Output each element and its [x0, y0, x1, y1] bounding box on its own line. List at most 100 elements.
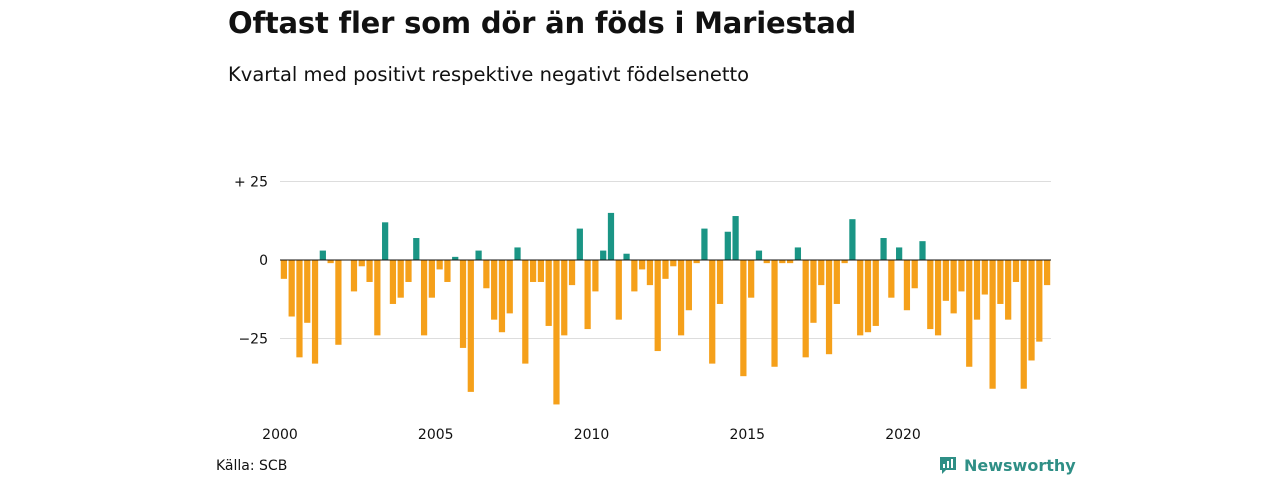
bar: [693, 260, 700, 264]
bar: [755, 250, 763, 260]
bar: [1028, 260, 1035, 361]
bar: [491, 260, 498, 320]
bar: [818, 260, 825, 286]
chart-title: Oftast fler som dör än föds i Mariestad: [228, 6, 857, 40]
bar: [857, 260, 864, 336]
bar: [981, 260, 988, 295]
bar: [833, 260, 840, 304]
bar: [997, 260, 1004, 304]
bar: [623, 253, 630, 260]
bar: [670, 260, 677, 267]
bar: [452, 256, 459, 260]
bar: [810, 260, 817, 323]
bar: [397, 260, 404, 298]
bar: [966, 260, 973, 367]
bar: [631, 260, 638, 292]
bar: [716, 260, 724, 304]
bar: [506, 260, 513, 314]
bar: [709, 260, 716, 364]
bar: [522, 260, 529, 364]
bar: [1020, 260, 1027, 389]
bar: [841, 260, 848, 264]
bar: [888, 260, 895, 298]
bar: [529, 260, 537, 282]
x-tick-label: 2015: [729, 427, 765, 443]
bar: [498, 260, 506, 333]
y-tick-label: + 25: [234, 175, 268, 191]
bar: [880, 238, 887, 260]
source-label: Källa: SCB: [216, 458, 288, 474]
bar: [934, 260, 942, 336]
bar: [553, 260, 560, 405]
bar: [685, 260, 692, 311]
y-tick-label: −25: [238, 332, 268, 348]
x-tick-label: 2005: [418, 427, 454, 443]
bar: [825, 260, 833, 355]
bar: [389, 260, 397, 304]
bar: [545, 260, 552, 326]
bar: [514, 247, 521, 260]
bar: [366, 260, 373, 282]
bar: [849, 219, 856, 260]
bar: [1005, 260, 1012, 320]
bar: [350, 260, 358, 292]
bar: [677, 260, 685, 336]
bar: [989, 260, 996, 389]
bar: [475, 250, 482, 260]
bar: [405, 260, 412, 282]
bar: [794, 247, 802, 260]
bar: [896, 247, 903, 260]
bar: [483, 260, 490, 289]
bar: [576, 228, 583, 260]
chart-subtitle: Kvartal med positivt respektive negativt…: [228, 63, 750, 86]
bar: [779, 260, 786, 264]
y-tick-labels: + 25 0 −25: [234, 175, 268, 348]
bar: [763, 260, 770, 264]
brand-logo: Newsworthy: [938, 455, 1076, 475]
bar: [958, 260, 965, 292]
bar: [748, 260, 755, 298]
bar: [561, 260, 568, 336]
bar: [927, 260, 934, 330]
bar: [864, 260, 872, 333]
newsworthy-logo-icon: [940, 457, 956, 474]
bar: [654, 260, 661, 352]
x-tick-label: 2020: [885, 427, 921, 443]
bar: [428, 260, 435, 298]
bar: [304, 260, 311, 323]
bar: [436, 260, 443, 270]
bar: [444, 260, 451, 282]
bar: [459, 260, 467, 348]
bar: [786, 260, 794, 264]
x-tick-label: 2000: [262, 427, 298, 443]
bar: [1012, 260, 1020, 282]
bar: [600, 250, 607, 260]
y-tick-label: 0: [259, 253, 268, 269]
bar: [467, 260, 474, 392]
bar: [319, 250, 326, 260]
bar: [903, 260, 911, 311]
bar: [568, 260, 576, 286]
bar: [662, 260, 669, 279]
bar: [701, 228, 708, 260]
bar: [311, 260, 319, 364]
bar: [919, 241, 926, 260]
bar: [732, 216, 739, 260]
bar: [288, 260, 295, 317]
bar: [950, 260, 957, 314]
bar: [740, 260, 747, 377]
bar: [296, 260, 303, 358]
bar: [280, 260, 288, 279]
bar: [607, 212, 615, 260]
bar: [802, 260, 809, 358]
bar: [382, 222, 389, 260]
bar: [358, 260, 365, 267]
bar: [537, 260, 545, 282]
bar: [420, 260, 428, 336]
bar: [973, 260, 981, 320]
bar: [911, 260, 918, 289]
bar: [639, 260, 646, 270]
bar: [327, 260, 334, 264]
bar: [872, 260, 879, 326]
